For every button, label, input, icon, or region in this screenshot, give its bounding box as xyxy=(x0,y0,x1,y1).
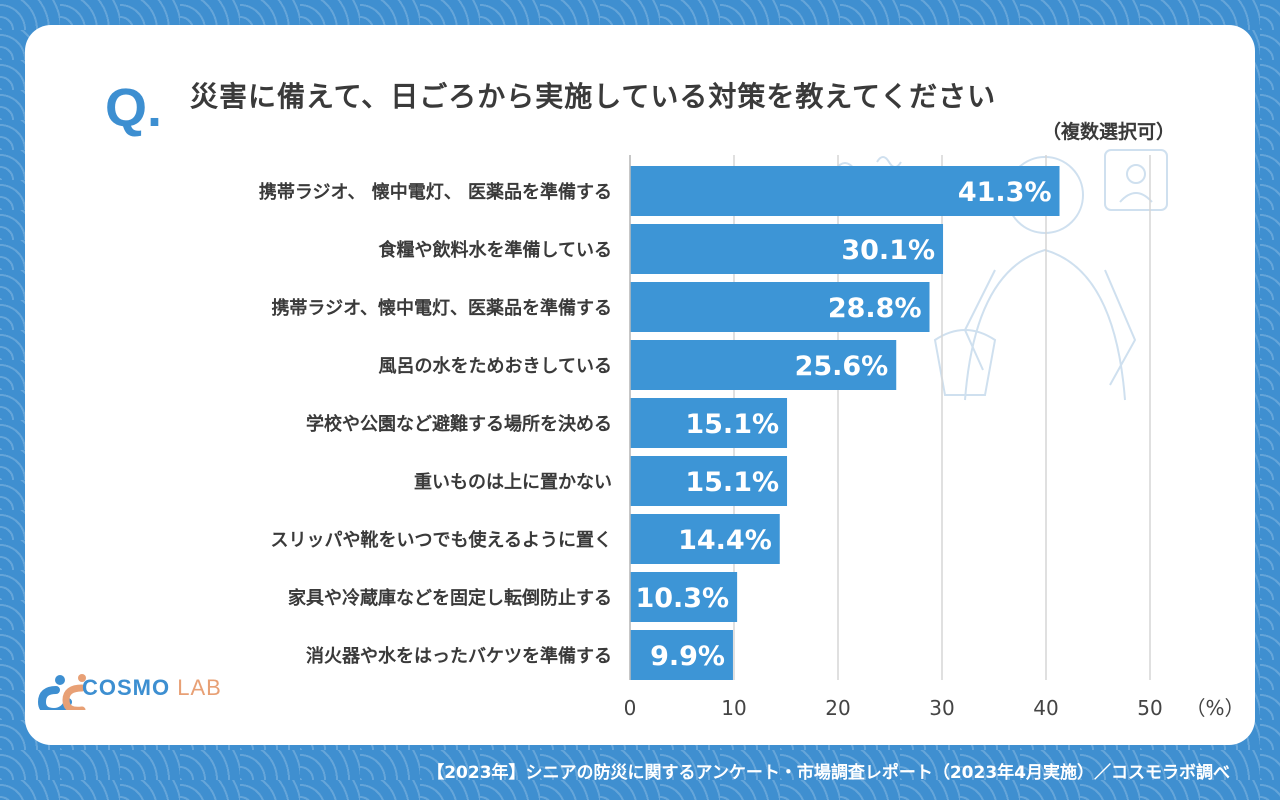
x-tick-label: 0 xyxy=(624,696,637,720)
bar xyxy=(630,282,930,332)
category-label: 食糧や飲料水を準備している xyxy=(378,239,612,261)
bar-chart: 0 10 20 30 40 50 （%） 41.3% 携帯ラジオ、 懐中電灯、 医薬品を準備する… xyxy=(259,155,1245,720)
category-label: 学校や公園など避難する場所を決める xyxy=(306,413,612,435)
x-unit-label: （%） xyxy=(1185,696,1244,720)
source-footer: 【2023年】シニアの防災に関するアンケート・市場調査レポート（2023年4月実… xyxy=(427,763,1230,783)
bar-value-label: 25.6% xyxy=(795,351,889,382)
question-mark: Q. xyxy=(105,78,163,138)
bar xyxy=(630,224,944,274)
bar-value-label: 14.4% xyxy=(678,525,772,556)
cosmo-lab-logo-icon xyxy=(37,674,86,710)
category-label: 携帯ラジオ、 懐中電灯、 医薬品を準備する xyxy=(259,181,612,203)
bar xyxy=(630,456,788,506)
bar-value-label: 28.8% xyxy=(828,293,922,324)
x-tick-label: 30 xyxy=(929,696,954,720)
logo-text: COSMO LAB xyxy=(82,675,222,701)
question-title: 災害に備えて、日ごろから実施している対策を教えてください xyxy=(190,80,997,113)
logo-cosmo: COSMO xyxy=(82,675,171,700)
bar-value-label: 15.1% xyxy=(685,467,779,498)
bar xyxy=(630,630,733,680)
category-label: スリッパや靴をいつでも使えるように置く xyxy=(271,529,612,551)
chart-card: Q. 災害に備えて、日ごろから実施している対策を教えてください （複数選択可） … xyxy=(25,25,1255,745)
bar xyxy=(630,514,780,564)
x-tick-label: 20 xyxy=(825,696,850,720)
bar-value-label: 41.3% xyxy=(958,177,1052,208)
bar xyxy=(630,572,738,622)
bar xyxy=(630,166,1060,216)
bar-value-label: 15.1% xyxy=(685,409,779,440)
bar-value-label: 30.1% xyxy=(841,235,935,266)
category-label: 消火器や水をはったバケツを準備する xyxy=(306,645,612,667)
logo-lab: LAB xyxy=(177,675,222,700)
bar-value-label: 9.9% xyxy=(650,641,725,672)
x-tick-label: 10 xyxy=(721,696,746,720)
category-label: 風呂の水をためおきしている xyxy=(379,355,612,377)
bar xyxy=(630,340,897,390)
bar xyxy=(630,398,788,448)
x-tick-label: 50 xyxy=(1137,696,1162,720)
bar-value-label: 10.3% xyxy=(635,583,729,614)
category-label: 重いものは上に置かない xyxy=(414,471,612,493)
category-label: 携帯ラジオ、懐中電灯、医薬品を準備する xyxy=(271,297,612,319)
multiple-choice-note: （複数選択可） xyxy=(1041,121,1175,143)
x-tick-label: 40 xyxy=(1033,696,1058,720)
category-label: 家具や冷蔵庫などを固定し転倒防止する xyxy=(288,587,612,609)
